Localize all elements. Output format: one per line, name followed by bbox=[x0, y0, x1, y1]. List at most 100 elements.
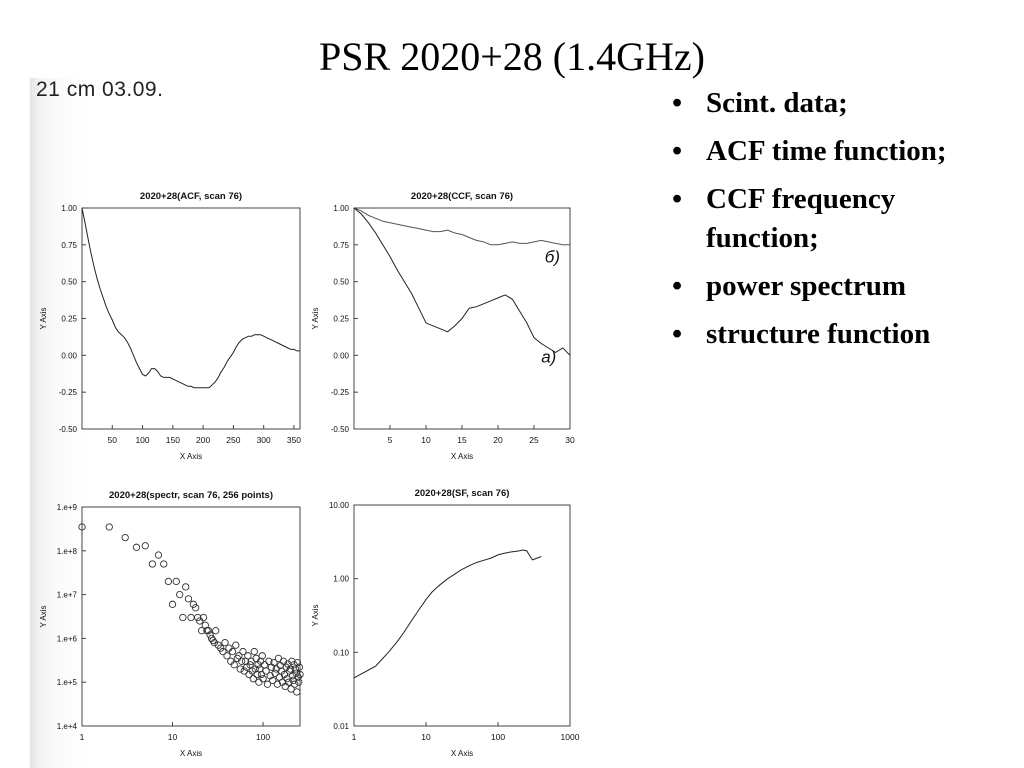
data-point bbox=[206, 631, 214, 639]
y-tick-label: 1.e+7 bbox=[57, 591, 78, 600]
data-point bbox=[184, 595, 193, 603]
data-point bbox=[292, 669, 300, 677]
y-axis-label: Y Axis bbox=[39, 605, 48, 627]
chart-title: 2020+28(SF, scan 76) bbox=[415, 488, 510, 499]
data-point bbox=[295, 663, 304, 671]
data-point bbox=[212, 627, 220, 635]
series-line bbox=[353, 207, 570, 246]
series-line bbox=[81, 207, 300, 389]
y-tick-label: 0.10 bbox=[333, 648, 349, 657]
x-tick-label: 10 bbox=[421, 732, 431, 742]
data-point bbox=[201, 621, 209, 629]
x-tick-label: 5 bbox=[388, 435, 393, 445]
data-point bbox=[160, 560, 168, 568]
data-point bbox=[267, 663, 276, 671]
data-point bbox=[260, 661, 269, 669]
x-tick-label: 100 bbox=[135, 435, 149, 445]
x-axis-label: X Axis bbox=[180, 452, 202, 461]
y-tick-label: -0.25 bbox=[59, 388, 78, 397]
data-point bbox=[225, 644, 233, 652]
x-tick-label: 1 bbox=[352, 732, 357, 742]
chart-title: 2020+28(spectr, scan 76, 256 points) bbox=[109, 490, 273, 501]
data-point bbox=[148, 560, 157, 568]
data-point bbox=[293, 658, 302, 667]
plot-frame bbox=[81, 207, 301, 430]
bullet-text: structure function bbox=[706, 318, 931, 350]
bullet-text: CCF frequency function; bbox=[706, 183, 896, 254]
bullet-text: Scint. data; bbox=[706, 87, 848, 119]
bullet-item: • structure function bbox=[662, 315, 1012, 354]
data-point bbox=[296, 670, 304, 679]
bullet-dot-icon: • bbox=[672, 270, 683, 302]
x-tick-label: 50 bbox=[108, 435, 118, 445]
data-point bbox=[132, 543, 141, 551]
y-tick-label: 1.e+8 bbox=[57, 547, 78, 556]
data-point bbox=[255, 678, 263, 686]
data-point bbox=[258, 652, 266, 660]
x-tick-label: 100 bbox=[491, 732, 505, 742]
x-axis-label: X Axis bbox=[180, 749, 202, 758]
data-point bbox=[244, 652, 252, 660]
data-point bbox=[209, 636, 217, 645]
y-tick-label: 0.75 bbox=[61, 241, 77, 250]
data-point bbox=[172, 577, 180, 586]
data-point bbox=[210, 638, 219, 647]
bullet-item: • power spectrum bbox=[662, 267, 1012, 306]
data-point bbox=[221, 638, 229, 647]
bullet-item: • Scint. data; bbox=[662, 84, 1012, 123]
y-tick-label: 1.00 bbox=[333, 575, 349, 584]
y-tick-label: 0.00 bbox=[333, 351, 349, 360]
bullet-dot-icon: • bbox=[672, 183, 683, 215]
data-point bbox=[230, 661, 238, 669]
data-point bbox=[236, 665, 244, 673]
data-point bbox=[228, 647, 237, 656]
x-tick-label: 350 bbox=[287, 435, 301, 445]
data-point bbox=[198, 627, 206, 635]
plot-frame bbox=[81, 506, 301, 727]
x-tick-label: 100 bbox=[256, 732, 270, 742]
scanned-figure-background bbox=[30, 78, 590, 768]
data-point bbox=[179, 613, 187, 622]
data-point bbox=[246, 661, 254, 669]
y-tick-label: -0.50 bbox=[331, 425, 350, 434]
data-point bbox=[257, 670, 266, 679]
x-tick-label: 25 bbox=[529, 435, 539, 445]
data-point bbox=[291, 680, 299, 688]
x-axis-label: X Axis bbox=[451, 749, 473, 758]
y-tick-label: 1.00 bbox=[61, 204, 77, 213]
y-axis-label: Y Axis bbox=[311, 307, 320, 329]
y-axis-label: Y Axis bbox=[39, 307, 48, 329]
data-point bbox=[239, 647, 247, 656]
y-tick-label: 0.25 bbox=[61, 315, 77, 324]
data-point bbox=[78, 523, 86, 531]
data-point bbox=[256, 665, 264, 673]
data-point bbox=[121, 533, 129, 542]
data-point bbox=[168, 600, 177, 608]
data-point bbox=[223, 652, 231, 660]
plot-frame bbox=[353, 504, 571, 727]
data-point bbox=[219, 647, 227, 656]
series-line bbox=[353, 549, 542, 679]
bullet-dot-icon: • bbox=[672, 318, 683, 350]
data-point bbox=[141, 542, 149, 550]
data-point bbox=[259, 675, 267, 683]
y-tick-label: 1.e+5 bbox=[57, 678, 78, 687]
y-tick-label: -0.25 bbox=[331, 388, 350, 397]
data-point bbox=[237, 657, 246, 665]
data-point bbox=[269, 676, 277, 685]
bullet-text: power spectrum bbox=[706, 270, 907, 302]
data-point bbox=[249, 675, 257, 683]
bullet-list: • Scint. data; • ACF time function; • CCF f… bbox=[662, 84, 1012, 363]
scanned-plots: 2020+28(ACF, scan 76) X Axis Y Axis 50 100 1 5… bbox=[39, 191, 580, 758]
chart-title: 2020+28(ACF, scan 76) bbox=[140, 191, 242, 202]
data-point bbox=[164, 577, 173, 586]
x-axis-label: X Axis bbox=[451, 452, 473, 461]
data-point bbox=[204, 627, 213, 635]
data-point bbox=[232, 641, 240, 649]
data-point bbox=[105, 523, 113, 531]
data-point bbox=[286, 665, 294, 673]
y-tick-label: 0.50 bbox=[333, 278, 349, 287]
data-point bbox=[271, 669, 279, 677]
bullet-text: ACF time function; bbox=[706, 135, 947, 167]
data-point bbox=[191, 604, 200, 612]
